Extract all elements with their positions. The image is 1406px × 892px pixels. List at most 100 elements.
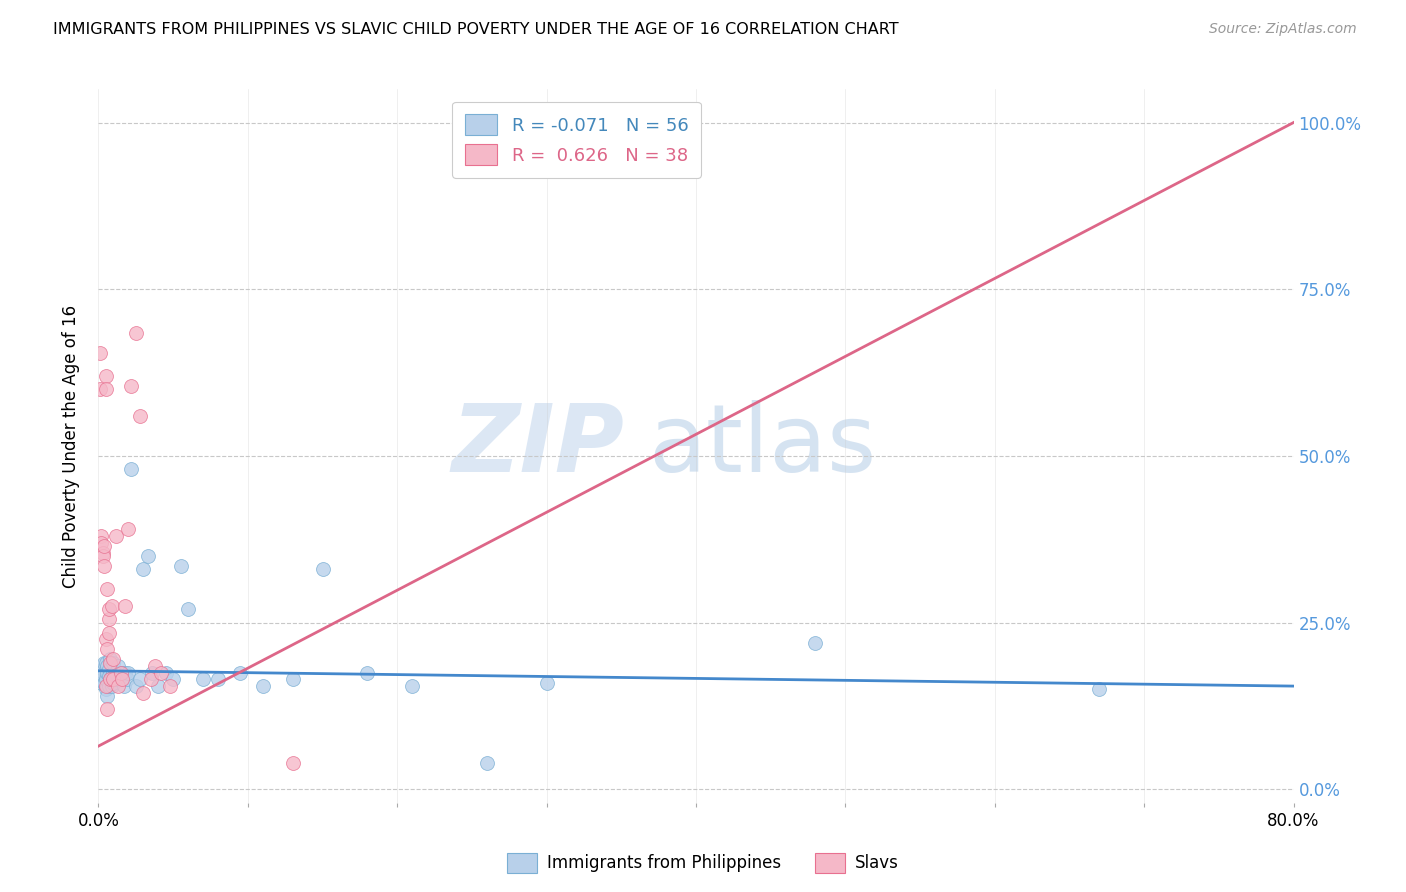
Point	[177, 602, 200, 616]
Point	[98, 652, 122, 666]
Point	[94, 682, 117, 697]
Point	[120, 379, 142, 393]
Point	[97, 679, 120, 693]
Point	[103, 656, 125, 670]
Point	[536, 675, 558, 690]
Point	[141, 665, 163, 680]
Point	[110, 669, 132, 683]
Point	[114, 599, 136, 613]
Point	[120, 462, 142, 476]
Point	[96, 665, 118, 680]
Point	[804, 636, 827, 650]
Legend: Immigrants from Philippines, Slavs: Immigrants from Philippines, Slavs	[501, 847, 905, 880]
Point	[103, 673, 125, 687]
Point	[93, 539, 115, 553]
Point	[97, 602, 120, 616]
Point	[401, 679, 423, 693]
Point	[93, 559, 115, 574]
Point	[117, 665, 139, 680]
Point	[148, 679, 170, 693]
Point	[105, 529, 128, 543]
Point	[191, 673, 214, 687]
Point	[112, 679, 135, 693]
Point	[96, 702, 118, 716]
Point	[94, 368, 117, 383]
Text: Source: ZipAtlas.com: Source: ZipAtlas.com	[1209, 22, 1357, 37]
Point	[114, 665, 136, 680]
Point	[91, 662, 114, 676]
Point	[111, 673, 134, 687]
Point	[162, 673, 184, 687]
Point	[98, 673, 122, 687]
Point	[93, 656, 115, 670]
Point	[94, 632, 117, 647]
Point	[96, 659, 118, 673]
Point	[89, 382, 111, 396]
Y-axis label: Child Poverty Under the Age of 16: Child Poverty Under the Age of 16	[62, 304, 80, 588]
Point	[101, 669, 124, 683]
Point	[252, 679, 274, 693]
Point	[103, 652, 125, 666]
Point	[107, 679, 129, 693]
Point	[475, 756, 498, 770]
Point	[97, 625, 120, 640]
Point	[110, 665, 132, 680]
Point	[91, 546, 114, 560]
Point	[96, 642, 118, 657]
Point	[150, 665, 173, 680]
Point	[311, 562, 333, 576]
Point	[89, 665, 111, 680]
Point	[129, 673, 152, 687]
Point	[93, 675, 115, 690]
Point	[1088, 682, 1111, 697]
Text: ZIP: ZIP	[451, 400, 624, 492]
Point	[90, 535, 112, 549]
Point	[129, 409, 152, 423]
Point	[111, 665, 134, 680]
Point	[98, 656, 122, 670]
Point	[94, 673, 117, 687]
Point	[105, 665, 128, 680]
Point	[103, 675, 125, 690]
Point	[207, 673, 229, 687]
Point	[125, 679, 148, 693]
Point	[108, 673, 131, 687]
Point	[139, 673, 162, 687]
Legend: R = -0.071   N = 56, R =  0.626   N = 38: R = -0.071 N = 56, R = 0.626 N = 38	[451, 102, 702, 178]
Point	[89, 345, 111, 359]
Point	[104, 673, 127, 687]
Point	[107, 659, 129, 673]
Text: atlas: atlas	[648, 400, 876, 492]
Point	[143, 659, 166, 673]
Point	[117, 522, 139, 536]
Point	[159, 679, 181, 693]
Point	[97, 612, 120, 626]
Point	[115, 673, 138, 687]
Point	[169, 559, 191, 574]
Point	[281, 756, 304, 770]
Point	[96, 689, 118, 703]
Point	[98, 673, 122, 687]
Point	[136, 549, 159, 563]
Point	[132, 686, 155, 700]
Point	[101, 599, 124, 613]
Point	[91, 549, 114, 563]
Point	[101, 679, 124, 693]
Point	[97, 669, 120, 683]
Point	[96, 582, 118, 597]
Point	[104, 665, 127, 680]
Point	[229, 665, 252, 680]
Point	[281, 673, 304, 687]
Point	[94, 679, 117, 693]
Text: IMMIGRANTS FROM PHILIPPINES VS SLAVIC CHILD POVERTY UNDER THE AGE OF 16 CORRELAT: IMMIGRANTS FROM PHILIPPINES VS SLAVIC CH…	[53, 22, 898, 37]
Point	[155, 665, 177, 680]
Point	[103, 665, 125, 680]
Point	[132, 562, 155, 576]
Point	[125, 326, 148, 340]
Point	[94, 656, 117, 670]
Point	[94, 382, 117, 396]
Point	[356, 665, 378, 680]
Point	[97, 662, 120, 676]
Point	[91, 669, 114, 683]
Point	[90, 675, 112, 690]
